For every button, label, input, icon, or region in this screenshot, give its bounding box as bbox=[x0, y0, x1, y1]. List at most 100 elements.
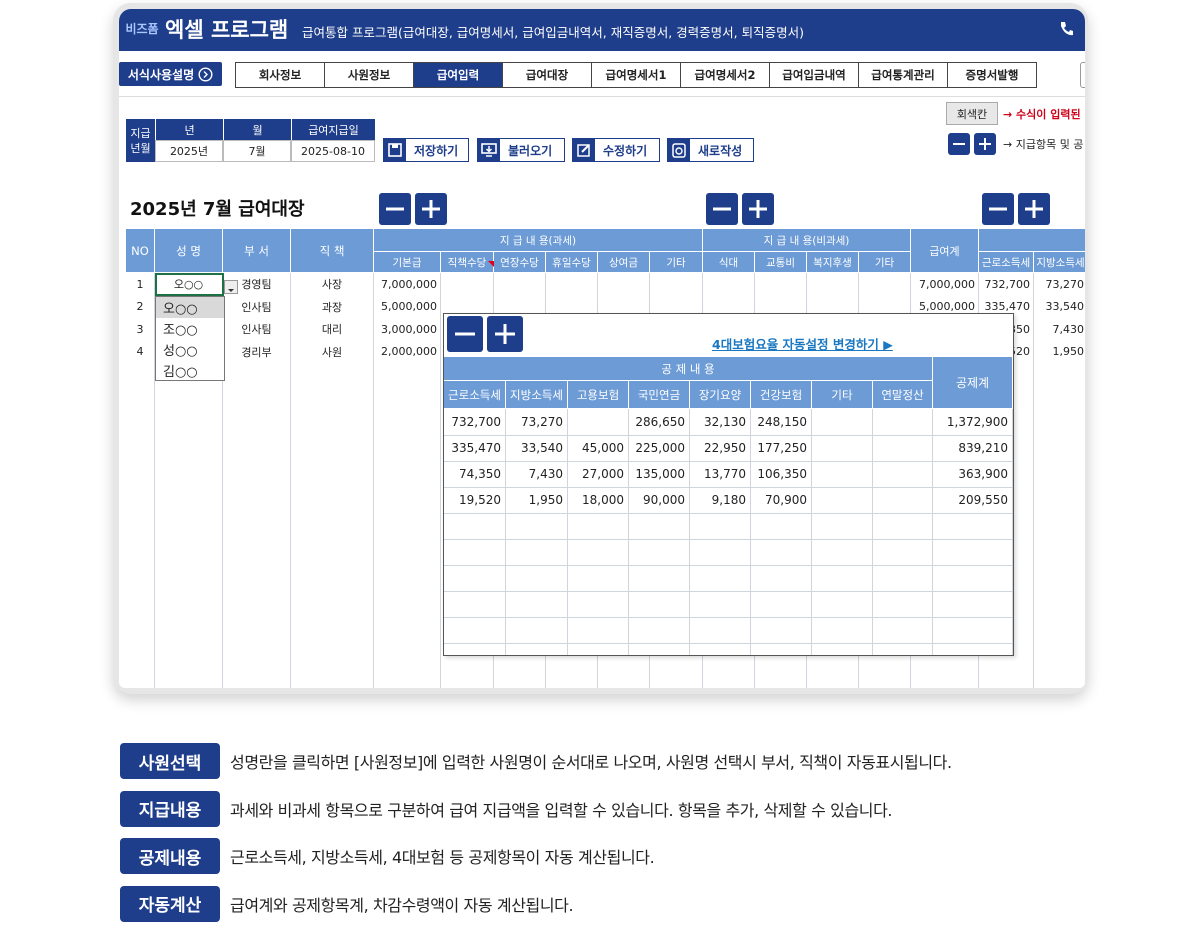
insurance-link[interactable]: 4대보험요율 자동설정 변경하기 ▶ bbox=[712, 336, 893, 352]
table-cell bbox=[751, 591, 812, 618]
table-cell bbox=[568, 513, 629, 540]
table-cell bbox=[807, 678, 859, 688]
help-button-label: 서식사용설명 bbox=[127, 67, 195, 82]
table-cell bbox=[223, 385, 291, 409]
group-header: 공 제 내 용 bbox=[444, 357, 933, 381]
table-cell bbox=[155, 453, 223, 477]
table-cell bbox=[873, 461, 933, 488]
table-cell: 27,000 bbox=[568, 461, 629, 488]
nav-tab[interactable]: 급여명세서2 bbox=[680, 62, 770, 88]
pay-period-label-line: 지급 bbox=[130, 126, 151, 140]
comment-marker bbox=[488, 252, 494, 267]
toolbar-button[interactable]: 저장하기 bbox=[383, 138, 469, 162]
dropdown-item[interactable]: 성○○ bbox=[163, 344, 198, 359]
table-cell bbox=[690, 643, 751, 655]
table-cell: 22,950 bbox=[690, 435, 751, 462]
help-button[interactable]: 서식사용설명 bbox=[119, 62, 222, 86]
table-cell: 인사팀 bbox=[223, 318, 291, 342]
feature-description: 성명란을 클릭하면 [사원정보]에 입력한 사원명이 순서대로 나오며, 사원명… bbox=[230, 753, 952, 772]
table-cell bbox=[933, 643, 1013, 655]
table-cell bbox=[629, 643, 690, 655]
minus-button[interactable] bbox=[982, 193, 1014, 225]
table-cell bbox=[751, 565, 812, 592]
table-cell bbox=[291, 633, 374, 657]
toolbar-button[interactable]: 불러오기 bbox=[477, 138, 565, 162]
table-cell bbox=[291, 520, 374, 544]
pay-period-header: 년 bbox=[155, 119, 223, 140]
nav-tab[interactable]: 급여입금내역 bbox=[769, 62, 859, 88]
table-cell bbox=[374, 408, 441, 432]
table-cell bbox=[1034, 408, 1085, 432]
table-cell bbox=[291, 610, 374, 634]
table-cell: 177,250 bbox=[751, 435, 812, 462]
table-cell bbox=[374, 678, 441, 688]
table-cell bbox=[859, 273, 911, 297]
table-cell bbox=[444, 565, 506, 592]
table-cell: 70,900 bbox=[751, 487, 812, 514]
table-cell: 732,700 bbox=[444, 409, 506, 436]
group-header: 지 급 내 용(과세) bbox=[374, 229, 703, 252]
toolbar-button[interactable]: 새로작성 bbox=[667, 138, 754, 162]
table-cell bbox=[441, 273, 494, 297]
nav-tab[interactable]: 급여대장 bbox=[502, 62, 592, 88]
nav-tab[interactable]: 급여입력 bbox=[413, 62, 503, 88]
table-cell bbox=[223, 565, 291, 589]
button-icon bbox=[979, 138, 991, 150]
plus-button[interactable] bbox=[742, 193, 774, 225]
app-title: 엑셀 프로그램 bbox=[165, 18, 289, 42]
table-cell bbox=[979, 678, 1034, 688]
table-cell: 839,210 bbox=[933, 435, 1013, 462]
table-cell bbox=[873, 591, 933, 618]
nav-tab[interactable]: 증명서발행 bbox=[947, 62, 1037, 88]
table-cell bbox=[812, 461, 873, 488]
help-icon bbox=[198, 66, 213, 82]
sub-header: 근로소득세 bbox=[444, 381, 506, 409]
nav-tab[interactable]: 사원정보 bbox=[324, 62, 414, 88]
phone-icon bbox=[1058, 20, 1074, 38]
sub-header: 기타 bbox=[812, 381, 873, 409]
table-cell bbox=[812, 565, 873, 592]
table-cell: 3,000,000 bbox=[374, 318, 441, 342]
table-cell bbox=[126, 610, 155, 634]
plus-button[interactable] bbox=[415, 193, 447, 225]
dropdown-item[interactable]: 김○○ bbox=[163, 365, 198, 380]
table-cell bbox=[374, 633, 441, 657]
table-cell bbox=[755, 273, 807, 297]
dropdown-arrow[interactable] bbox=[224, 280, 238, 294]
table-cell bbox=[812, 513, 873, 540]
plus-button[interactable] bbox=[1018, 193, 1050, 225]
table-cell bbox=[933, 539, 1013, 566]
table-cell bbox=[126, 520, 155, 544]
nav-tab[interactable]: 회사정보 bbox=[235, 62, 325, 88]
nav-tab[interactable]: 급여통계관리 bbox=[858, 62, 948, 88]
table-cell bbox=[1034, 498, 1085, 522]
table-cell bbox=[1034, 565, 1085, 589]
table-cell bbox=[506, 591, 568, 618]
sub-header: 식대 bbox=[703, 252, 755, 273]
minus-button[interactable] bbox=[447, 316, 483, 352]
table-cell bbox=[291, 498, 374, 522]
table-cell bbox=[690, 591, 751, 618]
dropdown-item[interactable]: 오○○ bbox=[156, 297, 224, 318]
table-cell bbox=[812, 617, 873, 644]
minus-button[interactable] bbox=[706, 193, 738, 225]
sub-header: 연말정산 bbox=[873, 381, 933, 409]
table-cell bbox=[155, 408, 223, 432]
plus-button[interactable] bbox=[487, 316, 523, 352]
table-cell bbox=[291, 655, 374, 679]
table-cell bbox=[873, 539, 933, 566]
feature-description: 급여계와 공제항목계, 차감수령액이 자동 계산됩니다. bbox=[230, 895, 574, 915]
dropdown-item[interactable]: 조○○ bbox=[163, 323, 198, 338]
toolbar-button[interactable]: 수정하기 bbox=[572, 138, 660, 162]
table-cell bbox=[751, 643, 812, 655]
table-cell: 73,270 bbox=[506, 409, 568, 436]
table-cell bbox=[223, 655, 291, 679]
table-cell bbox=[703, 678, 755, 688]
table-cell: 13,770 bbox=[690, 461, 751, 488]
table-cell bbox=[629, 539, 690, 566]
sub-header: 국민연금 bbox=[629, 381, 690, 409]
plus-button[interactable] bbox=[974, 133, 996, 155]
nav-tab[interactable]: 급여명세서1 bbox=[591, 62, 681, 88]
minus-button[interactable] bbox=[379, 193, 411, 225]
minus-button[interactable] bbox=[948, 133, 970, 155]
